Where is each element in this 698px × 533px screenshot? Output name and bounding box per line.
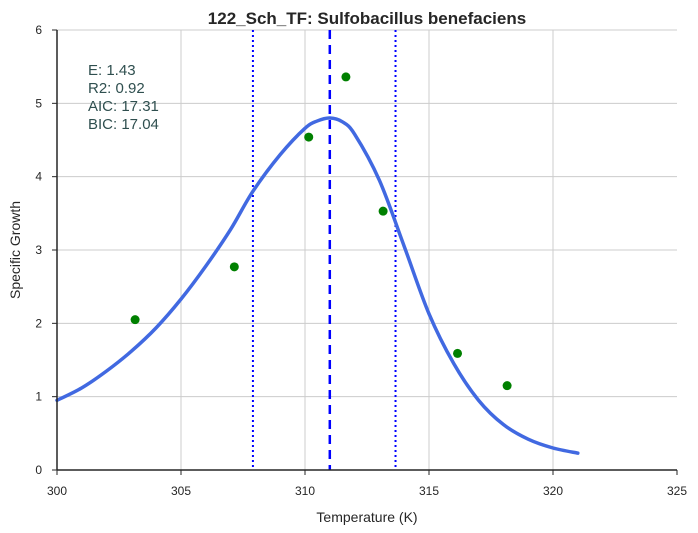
- x-tick-label: 325: [667, 484, 687, 498]
- x-tick-label: 315: [419, 484, 439, 498]
- fit-curve-group: [55, 116, 580, 455]
- stat-aic: AIC: 17.31: [88, 98, 159, 115]
- x-tick-label: 305: [171, 484, 191, 498]
- fit-curve: [55, 116, 580, 455]
- reference-lines: [251, 30, 397, 470]
- x-axis-label: Temperature (K): [316, 509, 417, 525]
- grid: [57, 29, 677, 470]
- y-tick-label: 1: [35, 390, 42, 404]
- stat-e: E: 1.43: [88, 62, 136, 79]
- data-point: [453, 348, 463, 358]
- data-points: [130, 72, 512, 391]
- y-axis-label: Specific Growth: [7, 201, 23, 299]
- fit-statistics: E: 1.43 R2: 0.92 AIC: 17.31 BIC: 17.04: [88, 62, 159, 133]
- chart-title: 122_Sch_TF: Sulfobacillus benefaciens: [208, 9, 526, 28]
- y-tick-label: 0: [35, 463, 42, 477]
- y-tick-label: 2: [35, 316, 42, 330]
- tick-labels: 300 305 310 315 320 325 0 1 2 3 4 5 6: [35, 23, 687, 498]
- data-point: [341, 72, 351, 82]
- data-point: [378, 206, 388, 216]
- stat-bic: BIC: 17.04: [88, 116, 159, 133]
- data-point: [130, 315, 140, 325]
- x-tick-label: 300: [47, 484, 67, 498]
- data-point: [304, 132, 314, 142]
- y-tick-label: 4: [35, 170, 42, 184]
- stat-r2: R2: 0.92: [88, 80, 145, 97]
- y-tick-label: 6: [35, 23, 42, 37]
- y-tick-label: 3: [35, 243, 42, 257]
- y-tick-label: 5: [35, 96, 42, 110]
- data-point: [502, 381, 512, 391]
- data-point: [229, 262, 239, 272]
- x-tick-label: 320: [543, 484, 563, 498]
- x-tick-label: 310: [295, 484, 315, 498]
